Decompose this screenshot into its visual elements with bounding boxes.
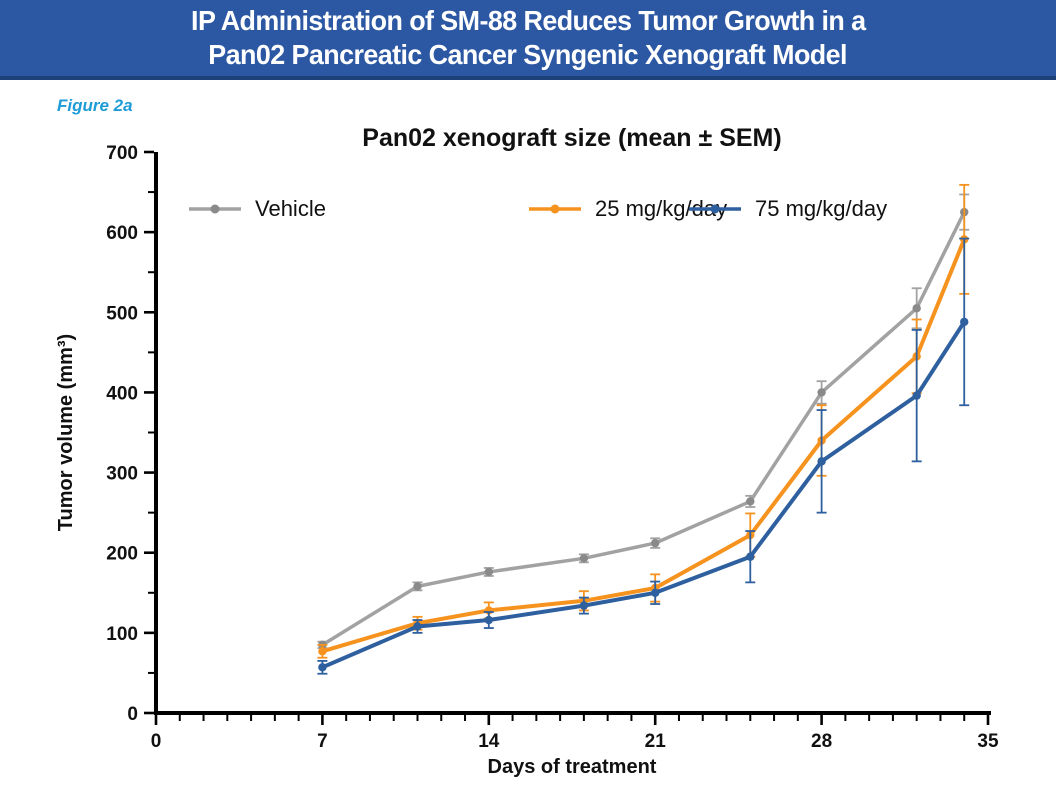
y-tick-label: 100 xyxy=(106,624,138,645)
y-tick-label: 300 xyxy=(106,464,138,485)
slide-header: IP Administration of SM-88 Reduces Tumor… xyxy=(0,0,1056,80)
data-point-75-mg-kg-day xyxy=(318,663,327,672)
legend-item-75-mg-kg-day: 75 mg/kg/day xyxy=(688,194,887,224)
data-point-vehicle xyxy=(651,538,660,548)
y-tick-label: 500 xyxy=(106,303,138,324)
chart-title: Pan02 xenograft size (mean ± SEM) xyxy=(362,124,782,152)
data-point-vehicle xyxy=(746,497,755,506)
y-tick-label: 400 xyxy=(106,383,138,404)
slide-title-line1: IP Administration of SM-88 Reduces Tumor… xyxy=(190,5,866,36)
data-point-vehicle xyxy=(413,582,422,591)
x-tick-label: 7 xyxy=(317,731,328,752)
data-point-25-mg-kg-day xyxy=(318,647,327,656)
data-point-75-mg-kg-day xyxy=(579,601,589,610)
legend-label-75-mg-kg-day: 75 mg/kg/day xyxy=(755,196,888,221)
y-tick-label: 600 xyxy=(106,223,138,244)
legend-swatch-25-mg-kg-day xyxy=(529,204,581,214)
data-point-vehicle xyxy=(817,388,826,397)
y-tick-label: 200 xyxy=(106,544,138,565)
series-line-75-mg-kg-day xyxy=(320,319,967,670)
y-axis-label: Tumor volume (mm³) xyxy=(55,334,77,531)
x-tick-label: 0 xyxy=(151,731,162,752)
data-point-75-mg-kg-day xyxy=(960,317,969,327)
x-tick-label: 21 xyxy=(645,731,667,752)
legend-swatch-75-mg-kg-day xyxy=(689,204,741,214)
chart-legend: Vehicle 25 mg/kg/day 75 mg/kg/day xyxy=(0,194,1056,224)
data-point-75-mg-kg-day xyxy=(651,588,660,597)
slide-title-line2: Pan02 Pancreatic Cancer Syngenic Xenogra… xyxy=(208,39,848,70)
data-point-75-mg-kg-day xyxy=(413,622,422,631)
data-point-75-mg-kg-day xyxy=(817,457,826,466)
legend-label-vehicle: Vehicle xyxy=(255,196,326,221)
x-tick-label: 35 xyxy=(977,731,999,752)
data-point-75-mg-kg-day xyxy=(746,552,755,561)
legend-swatch-vehicle xyxy=(189,204,241,214)
y-tick-label: 700 xyxy=(106,143,138,164)
data-point-75-mg-kg-day xyxy=(484,615,493,625)
figure-label: Figure 2a xyxy=(57,96,133,115)
x-tick-label: 28 xyxy=(811,731,832,752)
legend-item-vehicle: Vehicle xyxy=(188,194,326,224)
data-point-vehicle xyxy=(484,567,493,577)
tumor-volume-chart: 0 100 200 300 400 500 600 700 0 7 14 21 28 35 Days of … xyxy=(55,143,999,778)
x-axis-label: Days of treatment xyxy=(488,756,657,778)
data-point-vehicle xyxy=(912,304,921,313)
data-point-vehicle xyxy=(579,554,589,563)
data-point-75-mg-kg-day xyxy=(912,391,921,400)
x-tick-label: 14 xyxy=(478,731,500,752)
y-tick-label: 0 xyxy=(127,704,138,725)
